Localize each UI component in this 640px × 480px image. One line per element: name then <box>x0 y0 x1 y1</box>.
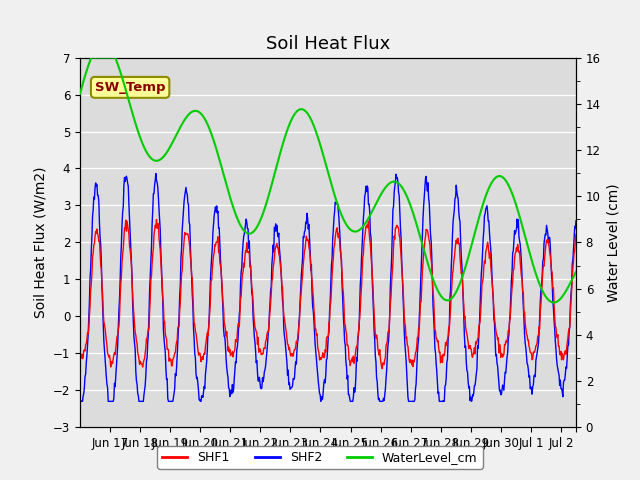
SHF2 <box>404 394 412 400</box>
SHF1 <box>412 349 419 355</box>
SHF2 <box>152 171 160 177</box>
Text: SW_Temp: SW_Temp <box>95 81 165 94</box>
WaterLevel_cm <box>550 300 558 305</box>
WaterLevel_cm <box>76 91 84 96</box>
Line: SHF2: SHF2 <box>80 174 576 401</box>
Title: Soil Heat Flux: Soil Heat Flux <box>266 35 390 53</box>
Legend: SHF1, SHF2, WaterLevel_cm: SHF1, SHF2, WaterLevel_cm <box>157 446 483 469</box>
SHF1 <box>378 366 386 372</box>
SHF2 <box>350 385 358 391</box>
SHF1 <box>531 349 538 355</box>
SHF1 <box>350 360 358 366</box>
WaterLevel_cm <box>411 216 419 221</box>
SHF1 <box>404 351 412 357</box>
Line: WaterLevel_cm: WaterLevel_cm <box>80 58 576 302</box>
SHF2 <box>530 373 538 379</box>
SHF2 <box>444 337 452 343</box>
WaterLevel_cm <box>530 265 538 271</box>
SHF1 <box>445 324 452 330</box>
X-axis label: Time: Time <box>311 456 345 469</box>
WaterLevel_cm <box>444 298 452 303</box>
SHF1 <box>76 352 84 358</box>
WaterLevel_cm <box>350 228 358 234</box>
SHF2 <box>76 398 84 404</box>
WaterLevel_cm <box>404 196 412 202</box>
SHF2 <box>411 396 419 402</box>
SHF1 <box>153 216 161 222</box>
SHF2 <box>561 377 568 383</box>
WaterLevel_cm <box>88 55 95 60</box>
Y-axis label: Water Level (cm): Water Level (cm) <box>606 183 620 302</box>
SHF1 <box>561 348 569 354</box>
Y-axis label: Soil Heat Flux (W/m2): Soil Heat Flux (W/m2) <box>33 167 47 318</box>
WaterLevel_cm <box>561 289 569 295</box>
WaterLevel_cm <box>572 269 580 275</box>
Line: SHF1: SHF1 <box>80 219 576 369</box>
SHF1 <box>572 231 580 237</box>
SHF2 <box>572 218 580 224</box>
